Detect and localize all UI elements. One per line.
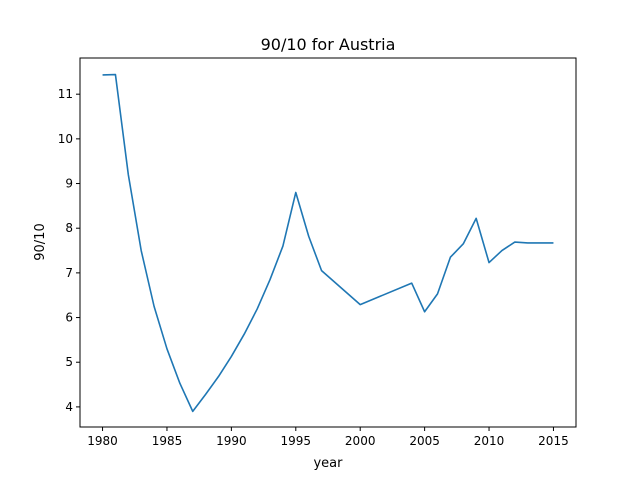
y-tick-label: 10 <box>58 132 73 146</box>
y-tick-label: 6 <box>65 311 73 325</box>
x-tick-label: 2005 <box>409 434 440 448</box>
y-tick-label: 7 <box>65 266 73 280</box>
x-tick-label: 2015 <box>538 434 569 448</box>
x-tick-label: 1990 <box>216 434 247 448</box>
x-tick-label: 1995 <box>281 434 312 448</box>
y-tick-label: 4 <box>65 400 73 414</box>
y-axis: 4 5 6 7 8 9 10 11 <box>58 87 80 414</box>
y-tick-label: 5 <box>65 355 73 369</box>
plot-area <box>102 73 554 413</box>
x-axis: 1980 1985 1990 1995 2000 2005 2010 2015 <box>87 427 569 448</box>
x-axis-label: year <box>313 456 343 471</box>
axes-frame <box>79 57 577 428</box>
chart-title: 90/10 for Austria <box>261 35 396 54</box>
y-tick-label: 9 <box>65 177 73 191</box>
x-tick-label: 2000 <box>345 434 376 448</box>
y-tick-label: 11 <box>58 87 73 101</box>
y-axis-label: 90/10 <box>33 223 48 260</box>
x-tick-label: 1980 <box>87 434 118 448</box>
y-tick-label: 8 <box>65 221 73 235</box>
series-line-0 <box>102 73 554 413</box>
x-tick-label: 1985 <box>152 434 183 448</box>
x-tick-label: 2010 <box>474 434 505 448</box>
